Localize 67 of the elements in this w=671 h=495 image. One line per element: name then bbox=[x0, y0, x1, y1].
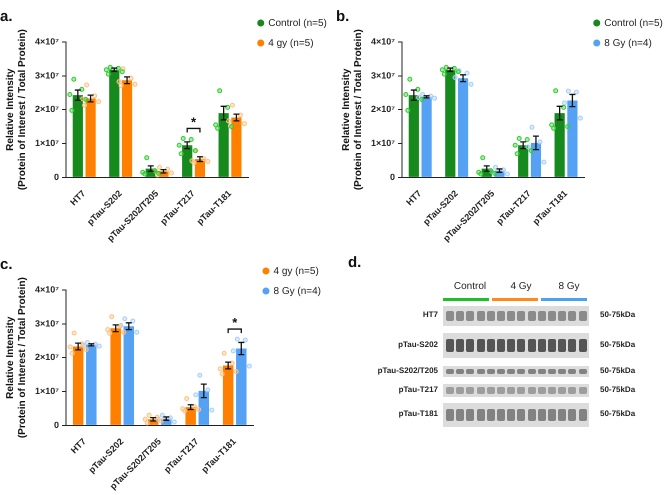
bar bbox=[567, 100, 578, 177]
y-tick-label: 0 bbox=[54, 420, 59, 430]
bar bbox=[231, 117, 242, 177]
text: pTau-T181 bbox=[398, 409, 438, 418]
text: 4 Gy bbox=[510, 281, 532, 292]
y-tick-label: 0 bbox=[390, 172, 395, 182]
bar bbox=[86, 344, 97, 425]
legend-label: Control (n=5) bbox=[268, 18, 327, 29]
y-tick-label: 2×10⁷ bbox=[34, 352, 60, 362]
chart-title: b. bbox=[336, 8, 350, 26]
y-tick-label: 4×10⁷ bbox=[370, 36, 396, 46]
text: 50-75kDa bbox=[600, 340, 636, 348]
y-axis-title: Relative Intensity (Protein of Interest / Total Protein) bbox=[4, 29, 28, 190]
y-tick-label: 2×10⁷ bbox=[34, 104, 60, 114]
y-tick-label: 2×10⁷ bbox=[370, 104, 396, 114]
y-tick-label: 1×10⁷ bbox=[34, 138, 60, 148]
bar bbox=[194, 159, 206, 177]
chart-title: a. bbox=[0, 8, 13, 26]
y-tick-label: 3×10⁷ bbox=[34, 70, 60, 80]
text: HT7 bbox=[422, 310, 438, 319]
text: pTau-S202/T205 bbox=[378, 366, 438, 374]
annotation: * bbox=[191, 114, 198, 130]
bar bbox=[185, 407, 196, 425]
y-tick-label: 0 bbox=[54, 172, 59, 182]
text: pTau-S202 bbox=[398, 340, 438, 348]
bar bbox=[218, 113, 229, 177]
bar bbox=[72, 95, 83, 177]
y-axis-title: Relative Intensity (Protein of Interest / Total Protein) bbox=[340, 29, 364, 190]
text: 50-75kDa bbox=[600, 384, 636, 394]
text: 8 Gy bbox=[558, 281, 580, 292]
bar bbox=[182, 145, 192, 177]
bar bbox=[222, 365, 234, 425]
bar bbox=[110, 328, 121, 425]
y-tick-label: 1×10⁷ bbox=[34, 386, 60, 396]
bar bbox=[109, 70, 120, 177]
text: 50-75kDa bbox=[600, 366, 636, 374]
bar bbox=[458, 78, 468, 177]
y-tick-label: 1×10⁷ bbox=[370, 138, 396, 148]
bar bbox=[198, 390, 210, 425]
legend-label: 4 gy (n=5) bbox=[268, 38, 314, 49]
y-tick-label: 3×10⁷ bbox=[34, 318, 60, 328]
text: Control bbox=[454, 281, 486, 292]
bar bbox=[530, 142, 542, 177]
legend-label: 8 Gy (n=4) bbox=[273, 286, 322, 297]
chart-title: c. bbox=[0, 256, 13, 274]
bar bbox=[124, 326, 134, 425]
bar bbox=[408, 95, 419, 177]
text: 50-75kDa bbox=[600, 409, 636, 418]
text: d. bbox=[348, 254, 362, 271]
bar bbox=[445, 70, 456, 177]
legend-label: 8 Gy (n=4) bbox=[604, 38, 652, 49]
legend-label: Control (n=5) bbox=[604, 18, 663, 29]
bar bbox=[554, 113, 565, 177]
bar bbox=[72, 346, 84, 425]
y-tick-label: 3×10⁷ bbox=[370, 70, 396, 80]
text: 50-75kDa bbox=[600, 310, 636, 319]
bar bbox=[122, 80, 132, 177]
bar bbox=[518, 145, 528, 177]
y-axis-title: Relative Intensity (Protein of Interest / Total Protein) bbox=[4, 277, 28, 438]
text: pTau-T217 bbox=[398, 384, 438, 394]
bar bbox=[85, 98, 96, 177]
y-tick-label: 4×10⁷ bbox=[34, 36, 60, 46]
y-tick-label: 4×10⁷ bbox=[34, 284, 60, 294]
annotation: * bbox=[232, 315, 238, 330]
legend-label: 4 gy (n=5) bbox=[273, 266, 319, 277]
bar bbox=[421, 96, 432, 177]
bar bbox=[236, 348, 247, 425]
